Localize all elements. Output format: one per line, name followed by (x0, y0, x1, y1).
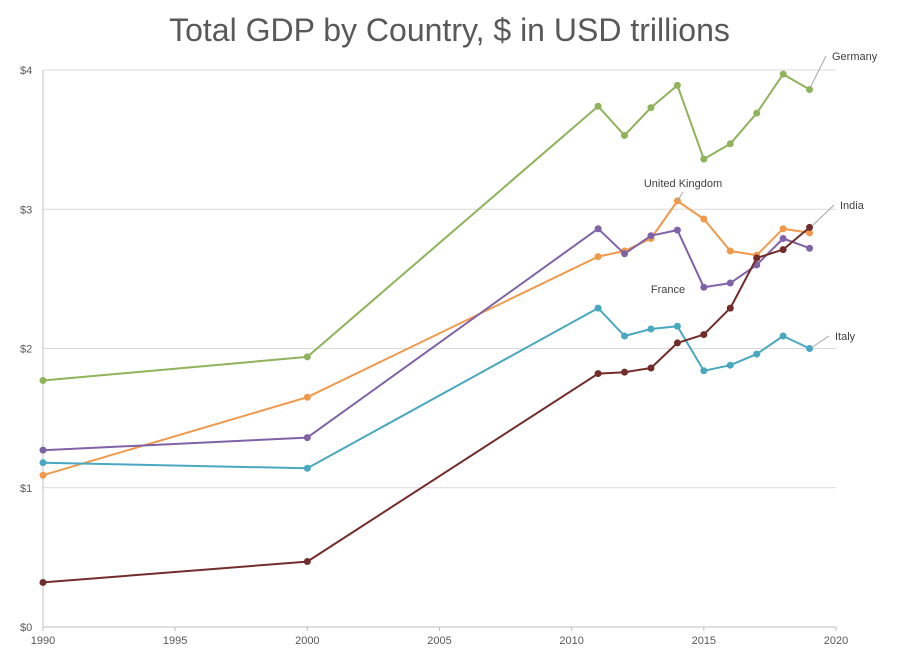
data-point[interactable] (753, 254, 761, 262)
x-tick-label: 2010 (559, 635, 583, 647)
axes: $0 $1 $2 $3 $4 1990 1995 2000 2005 2010 2015 2020 (20, 65, 848, 647)
series-germany (39, 70, 814, 385)
data-point[interactable] (726, 361, 734, 369)
data-point[interactable] (726, 304, 734, 312)
data-point[interactable] (303, 434, 311, 442)
y-tick-label: $3 (20, 204, 32, 216)
data-point[interactable] (594, 102, 602, 110)
series-line (42, 226, 811, 584)
series-labels: Germany United Kingdom France Italy India (644, 51, 878, 349)
data-point[interactable] (594, 304, 602, 312)
series-label: Germany (832, 51, 878, 63)
data-point[interactable] (753, 350, 761, 358)
data-point[interactable] (647, 232, 655, 240)
series-layer (39, 70, 814, 586)
data-point[interactable] (700, 283, 708, 291)
x-tick-label: 2000 (295, 635, 319, 647)
series-line (42, 73, 811, 382)
data-point[interactable] (700, 155, 708, 163)
data-point[interactable] (779, 332, 787, 340)
x-tick-label: 1990 (31, 635, 55, 647)
label-leader-line (810, 335, 830, 349)
series-italy (39, 304, 814, 472)
series-label: France (651, 284, 685, 296)
data-point[interactable] (673, 322, 681, 330)
data-point[interactable] (39, 578, 47, 586)
chart-title: Total GDP by Country, $ in USD trillions (169, 12, 730, 48)
data-point[interactable] (39, 446, 47, 454)
data-point[interactable] (673, 339, 681, 347)
series-label: United Kingdom (644, 178, 722, 190)
y-tick-label: $0 (20, 622, 32, 634)
data-point[interactable] (39, 459, 47, 467)
y-tick-label: $4 (20, 65, 32, 77)
series-united-kingdom (39, 197, 814, 479)
x-tick-label: 2020 (824, 635, 848, 647)
data-point[interactable] (303, 353, 311, 361)
label-leader-line (809, 55, 827, 89)
data-point[interactable] (726, 140, 734, 148)
data-point[interactable] (647, 364, 655, 372)
data-point[interactable] (594, 370, 602, 378)
data-point[interactable] (621, 250, 629, 258)
series-label: Italy (835, 331, 856, 343)
data-point[interactable] (700, 367, 708, 375)
x-tick-label: 1995 (163, 635, 187, 647)
data-point[interactable] (779, 70, 787, 78)
data-point[interactable] (806, 244, 814, 252)
data-point[interactable] (806, 85, 814, 93)
data-point[interactable] (621, 332, 629, 340)
data-point[interactable] (621, 131, 629, 139)
data-point[interactable] (303, 393, 311, 401)
y-tick-label: $2 (20, 344, 32, 356)
data-point[interactable] (594, 253, 602, 261)
data-point[interactable] (779, 225, 787, 233)
data-point[interactable] (647, 325, 655, 333)
data-point[interactable] (753, 109, 761, 117)
data-point[interactable] (726, 247, 734, 255)
data-point[interactable] (726, 279, 734, 287)
data-point[interactable] (779, 234, 787, 242)
x-tick-label: 2015 (692, 635, 716, 647)
gridlines (43, 69, 836, 489)
data-point[interactable] (647, 104, 655, 112)
data-point[interactable] (673, 81, 681, 89)
data-point[interactable] (700, 215, 708, 223)
label-leader-line (676, 191, 684, 203)
x-tick-label: 2005 (427, 635, 451, 647)
data-point[interactable] (303, 558, 311, 566)
data-point[interactable] (700, 331, 708, 339)
label-leader-line (811, 204, 835, 227)
series-india (39, 223, 814, 586)
data-point[interactable] (806, 345, 814, 352)
y-tick-label: $1 (20, 483, 32, 495)
data-point[interactable] (806, 223, 814, 231)
data-point[interactable] (39, 377, 47, 385)
data-point[interactable] (806, 229, 814, 237)
data-point[interactable] (303, 464, 311, 472)
data-point[interactable] (779, 246, 787, 254)
data-point[interactable] (39, 471, 47, 479)
series-label: India (840, 200, 865, 212)
data-point[interactable] (594, 225, 602, 233)
data-point[interactable] (621, 368, 629, 376)
data-point[interactable] (673, 226, 681, 234)
